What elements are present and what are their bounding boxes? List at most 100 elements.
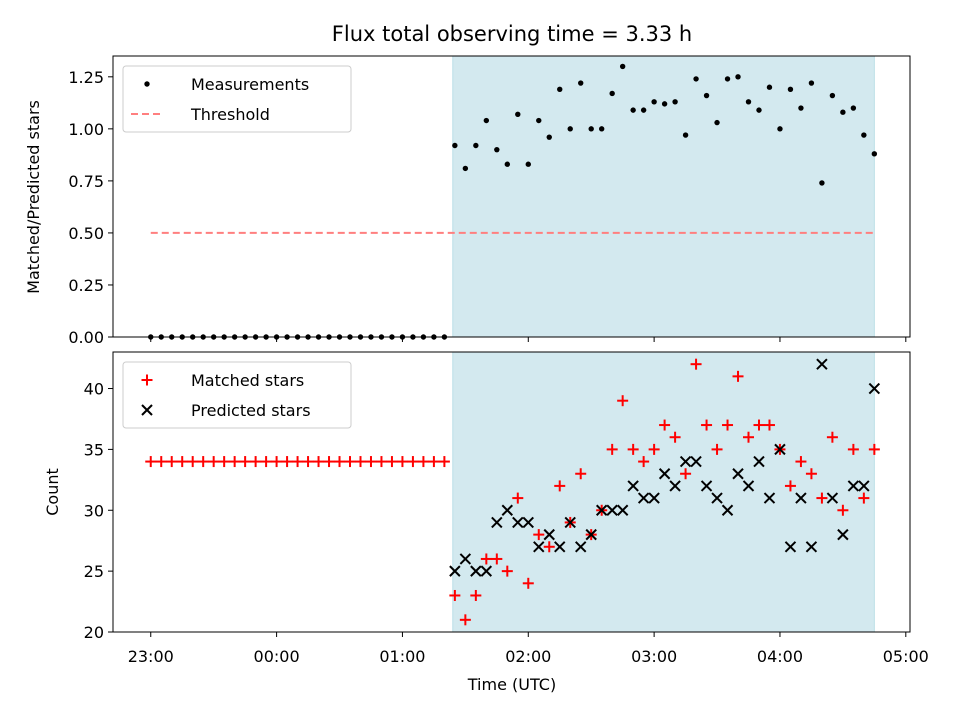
matched-point <box>375 456 387 468</box>
legend-marker <box>141 374 153 386</box>
measurement-point <box>630 107 636 113</box>
measurement-point <box>640 107 647 113</box>
matched-point <box>543 541 555 553</box>
x-tick-label: 00:00 <box>254 647 300 666</box>
matched-point <box>344 456 356 468</box>
y-tick-label: 0.50 <box>68 224 104 243</box>
measurement-point <box>473 142 479 149</box>
predicted-point <box>774 443 786 456</box>
predicted-point <box>616 504 629 516</box>
measurement-point <box>798 105 804 111</box>
predicted-point <box>669 480 681 492</box>
shaded-span <box>452 351 875 633</box>
matched-point <box>323 456 335 468</box>
measurement-point <box>557 86 563 93</box>
measurement-point <box>515 111 521 117</box>
predicted-point <box>648 492 660 504</box>
matched-point <box>208 456 220 468</box>
y-tick-label: 1.00 <box>68 120 104 139</box>
predicted-point <box>742 480 755 492</box>
shaded-span <box>452 55 875 338</box>
predicted-point <box>627 480 639 492</box>
matched-point <box>638 456 650 468</box>
predicted-point <box>795 492 807 504</box>
matched-point <box>795 456 807 468</box>
y-tick-label: 40 <box>84 380 104 399</box>
predicted-point <box>858 480 870 492</box>
matched-point <box>334 456 346 468</box>
predicted-point <box>480 565 493 577</box>
matched-point <box>722 419 734 431</box>
matched-point <box>669 431 681 443</box>
predicted-point <box>679 455 692 468</box>
matched-point <box>449 589 461 601</box>
predicted-point <box>595 504 608 516</box>
x-tick-label: 04:00 <box>757 647 803 666</box>
matched-point <box>512 492 524 504</box>
predicted-point <box>533 541 545 553</box>
predicted-point <box>522 516 534 529</box>
matched-point <box>763 419 775 431</box>
matched-point <box>292 456 304 468</box>
predicted-point <box>449 565 461 577</box>
measurement-point <box>567 126 573 132</box>
y-tick-label: 0.75 <box>68 172 104 191</box>
matched-point <box>365 456 377 468</box>
matched-point <box>805 468 817 480</box>
series-1 <box>148 63 878 340</box>
matched-point <box>250 456 262 468</box>
legend: Matched stars Predicted stars <box>122 361 352 429</box>
matched-point <box>690 358 702 370</box>
predicted-point <box>575 541 587 553</box>
predicted-point <box>501 504 514 516</box>
measurement-point <box>682 132 689 138</box>
measurement-point <box>546 134 552 140</box>
axes-frame <box>112 351 911 633</box>
matched-point <box>826 431 838 443</box>
predicted-point <box>690 455 702 468</box>
measurement-point <box>661 101 668 107</box>
measurement-point <box>578 80 584 86</box>
measurement-point <box>819 180 825 186</box>
predicted-point <box>512 516 524 529</box>
matched-point <box>816 492 828 504</box>
top-y-axis-label: Matched/Predicted stars <box>24 100 43 294</box>
measurement-point <box>787 86 794 93</box>
matched-point <box>470 589 482 601</box>
predicted-point <box>491 516 503 529</box>
measurement-point <box>494 146 500 153</box>
matched-point <box>711 443 723 455</box>
measurement-point <box>808 80 815 86</box>
matched-point <box>281 456 293 468</box>
matched-point <box>743 431 755 443</box>
legend: Measurements Threshold <box>122 65 352 133</box>
predicted-point <box>564 516 576 529</box>
x-tick-label: 03:00 <box>631 647 677 666</box>
y-tick-label: 0.25 <box>68 276 104 295</box>
x-axis-label: Time (UTC) <box>467 675 556 694</box>
predicted-point <box>826 492 839 504</box>
series-2 <box>449 358 881 577</box>
measurement-point <box>651 99 657 105</box>
measurement-point <box>735 74 741 80</box>
measurement-point <box>693 76 699 82</box>
matched-point <box>176 456 188 468</box>
legend-label: Matched stars <box>191 371 304 390</box>
measurement-point <box>850 105 857 111</box>
matched-point <box>187 456 199 468</box>
chart-title: Flux total observing time = 3.33 h <box>332 22 692 46</box>
matched-point <box>166 456 178 468</box>
legend-label: Measurements <box>191 75 309 94</box>
top-panel: 0.00 0.25 0.50 0.75 1.00 1.25 Measurements Thre… <box>68 55 911 347</box>
bottom-y-axis-label: Count <box>43 468 62 516</box>
legend-box <box>122 65 352 133</box>
y-tick-label: 30 <box>84 501 104 520</box>
x-tick-label: 02:00 <box>505 647 551 666</box>
matched-point <box>501 565 513 577</box>
matched-point <box>145 456 157 468</box>
predicted-point <box>753 455 765 468</box>
matched-point <box>239 456 251 468</box>
matched-point <box>313 456 325 468</box>
y-tick-label: 20 <box>84 623 104 642</box>
x-tick-label: 23:00 <box>128 647 174 666</box>
